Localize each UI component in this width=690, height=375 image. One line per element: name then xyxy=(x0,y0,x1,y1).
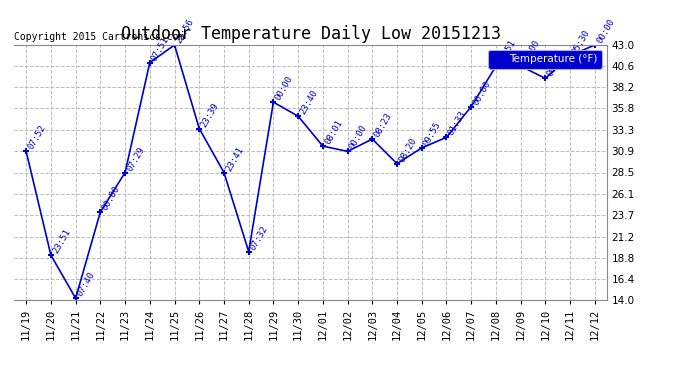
Text: 07:51: 07:51 xyxy=(150,35,171,63)
Text: 08:01: 08:01 xyxy=(323,118,344,146)
Text: 07:32: 07:32 xyxy=(248,224,270,252)
Text: 09:55: 09:55 xyxy=(422,120,443,148)
Text: 23:51: 23:51 xyxy=(496,38,518,66)
Text: 23:40: 23:40 xyxy=(298,88,319,116)
Text: 07:40: 07:40 xyxy=(76,270,97,298)
Text: 00:00: 00:00 xyxy=(100,184,121,212)
Text: 23:51: 23:51 xyxy=(51,227,72,255)
Text: 00:00: 00:00 xyxy=(348,124,369,152)
Text: 08:41: 08:41 xyxy=(545,51,566,78)
Text: 00:00: 00:00 xyxy=(273,74,295,102)
Text: 07:29: 07:29 xyxy=(125,145,146,172)
Text: 00:00: 00:00 xyxy=(471,79,493,106)
Title: Outdoor Temperature Daily Low 20151213: Outdoor Temperature Daily Low 20151213 xyxy=(121,26,500,44)
Text: 01:33: 01:33 xyxy=(446,110,468,137)
Text: 00:00: 00:00 xyxy=(595,17,616,45)
Text: 23:56: 23:56 xyxy=(175,17,196,45)
Text: 05:30: 05:30 xyxy=(570,28,591,56)
Text: 23:41: 23:41 xyxy=(224,145,245,172)
Text: 08:20: 08:20 xyxy=(397,136,418,164)
Text: 08:23: 08:23 xyxy=(373,111,393,139)
Text: 00:00: 00:00 xyxy=(521,38,542,66)
Legend: Temperature (°F): Temperature (°F) xyxy=(488,50,602,69)
Text: 07:52: 07:52 xyxy=(26,124,48,152)
Text: 23:39: 23:39 xyxy=(199,101,221,129)
Text: Copyright 2015 Cartronics.com: Copyright 2015 Cartronics.com xyxy=(14,33,184,42)
